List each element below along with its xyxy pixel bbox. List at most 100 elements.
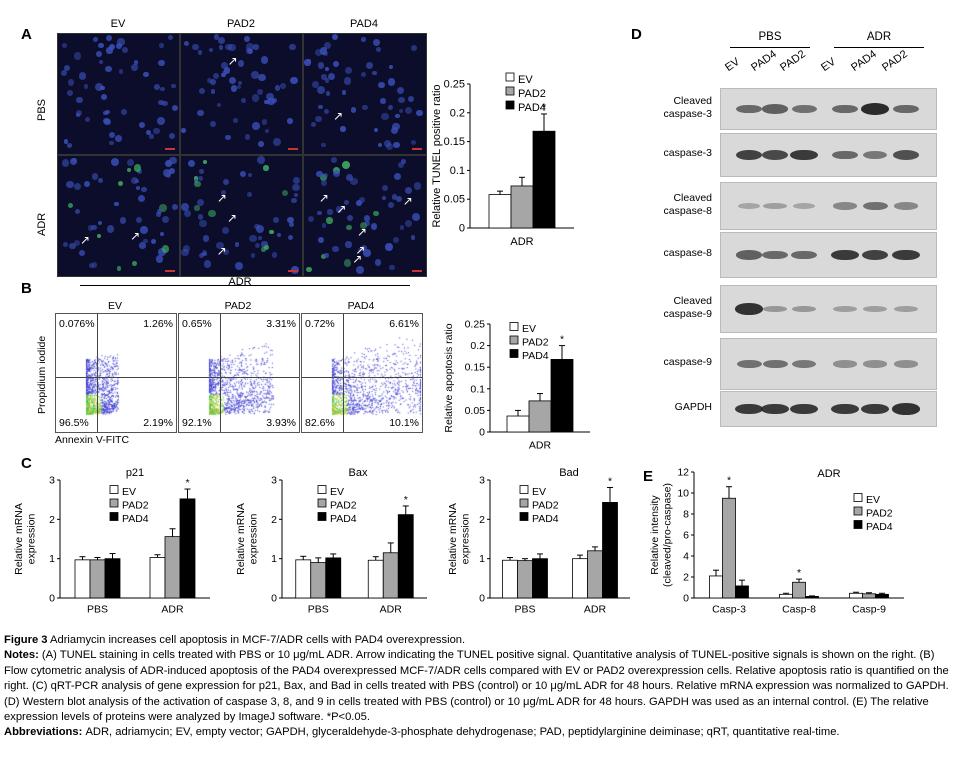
bar-pad4: [325, 557, 342, 599]
cell-nucleus: [109, 140, 114, 146]
y-tick-label: 0: [49, 593, 55, 605]
cell-nucleus: [184, 40, 190, 47]
micrograph-pbs-ev: [57, 33, 180, 155]
cell-nucleus: [184, 209, 191, 217]
y-tick-label: 0.1: [470, 383, 485, 395]
cell-nucleus: [249, 235, 257, 243]
cell-nucleus: [405, 219, 413, 227]
panel-label-e: E: [643, 468, 654, 485]
cell-nucleus: [97, 220, 102, 225]
cell-nucleus: [410, 140, 417, 146]
cell-nucleus: [347, 215, 354, 222]
blot-band: [763, 202, 787, 210]
cell-nucleus: [63, 138, 69, 144]
blot-band: [792, 305, 816, 313]
cell-nucleus: [234, 242, 240, 247]
cell-nucleus: [269, 230, 274, 235]
quadrant-percent-ur: 3.31%: [266, 318, 296, 330]
cell-nucleus: [111, 158, 120, 167]
cell-nucleus: [263, 165, 269, 171]
bar-pad4: [104, 558, 121, 599]
cell-nucleus: [138, 195, 146, 203]
cell-nucleus: [251, 94, 259, 102]
adr-bracket-line: [80, 285, 410, 286]
cell-nucleus: [131, 63, 139, 71]
lane-label: EV: [723, 55, 743, 74]
cell-nucleus: [272, 137, 281, 146]
cell-nucleus: [233, 118, 238, 123]
cell-nucleus: [162, 245, 170, 253]
cell-nucleus: [228, 43, 236, 51]
cell-nucleus: [372, 38, 380, 46]
quadrant-percent-ul: 0.65%: [182, 318, 212, 330]
cell-nucleus: [162, 100, 168, 107]
y-tick-label: 0: [683, 593, 689, 605]
x-tick-label: ADR: [161, 604, 184, 616]
y-axis-title: (cleaved/pro-caspase): [662, 483, 674, 587]
y-tick-label: 0.15: [444, 136, 465, 148]
row-title-pbs: PBS: [36, 98, 48, 121]
bar-pad2: [310, 562, 327, 599]
cell-nucleus: [395, 113, 401, 119]
cell-nucleus: [208, 209, 216, 218]
y-axis-title: expression: [460, 513, 472, 564]
cell-nucleus: [84, 181, 91, 188]
blot-band: [791, 359, 817, 369]
cell-nucleus: [106, 225, 114, 233]
chart-e-intensity: 0 2 4 6 8 10 12 Relative intensity (cleaved/pro-…: [649, 467, 904, 616]
cell-nucleus: [325, 66, 330, 71]
cell-nucleus: [251, 253, 256, 258]
blot-band: [863, 360, 887, 368]
blot-strip: [720, 285, 937, 333]
cell-nucleus: [387, 104, 393, 110]
x-tick-label: ADR: [380, 604, 403, 616]
cell-nucleus: [344, 259, 352, 267]
blot-band: [791, 104, 817, 114]
x-tick-label: PBS: [514, 604, 535, 616]
cell-nucleus: [74, 239, 81, 247]
cell-nucleus: [118, 69, 124, 74]
legend-label-pad2: PAD2: [122, 500, 149, 512]
bar-ev: [149, 557, 166, 599]
flow-xaxis-label: Annexin V-FITC: [55, 434, 130, 446]
cell-nucleus: [244, 134, 251, 141]
y-tick-label: 0.2: [450, 107, 465, 119]
cell-nucleus: [228, 76, 237, 85]
cell-nucleus: [287, 118, 293, 124]
cell-nucleus: [181, 202, 189, 211]
panel-label-a: A: [21, 26, 32, 43]
flow-plot-pad4: 0.72% 6.61% 82.6% 10.1%: [301, 313, 423, 433]
y-tick-label: 12: [677, 467, 689, 479]
y-tick-label: 2: [479, 514, 485, 526]
cell-nucleus: [61, 159, 69, 167]
cell-nucleus: [115, 135, 122, 142]
chart-c-bad: 0 1 2 3 Relative mRNA expression PBS ADR * Bad EV P…: [447, 467, 630, 616]
y-tick-label: 0: [459, 223, 465, 235]
cell-nucleus: [287, 216, 294, 223]
blot-row-label: GAPDH: [674, 401, 712, 413]
cell-nucleus: [381, 184, 388, 191]
cell-nucleus: [146, 129, 152, 135]
significance-star: *: [404, 494, 408, 506]
flow-col-pad4: PAD4: [347, 300, 375, 312]
y-tick-label: 0.25: [444, 79, 465, 91]
y-tick-label: 4: [683, 551, 689, 563]
cell-nucleus: [261, 247, 266, 252]
quadrant-percent-ul: 0.72%: [305, 318, 335, 330]
bar-pad4: [875, 593, 889, 599]
cell-nucleus: [210, 89, 215, 94]
cell-nucleus: [392, 122, 400, 131]
cell-nucleus: [266, 92, 274, 101]
blot-band: [892, 403, 920, 415]
cell-nucleus: [375, 47, 381, 53]
cell-nucleus: [69, 242, 76, 250]
cell-nucleus: [292, 183, 300, 192]
blot-row-label: caspase-9: [663, 356, 712, 368]
blot-band: [833, 305, 857, 313]
cell-nucleus: [75, 109, 83, 117]
cell-nucleus: [66, 142, 73, 149]
cell-nucleus: [412, 213, 421, 222]
panel-label-d: D: [631, 26, 642, 43]
cell-nucleus: [396, 196, 403, 203]
legend-label-ev: EV: [330, 486, 344, 498]
